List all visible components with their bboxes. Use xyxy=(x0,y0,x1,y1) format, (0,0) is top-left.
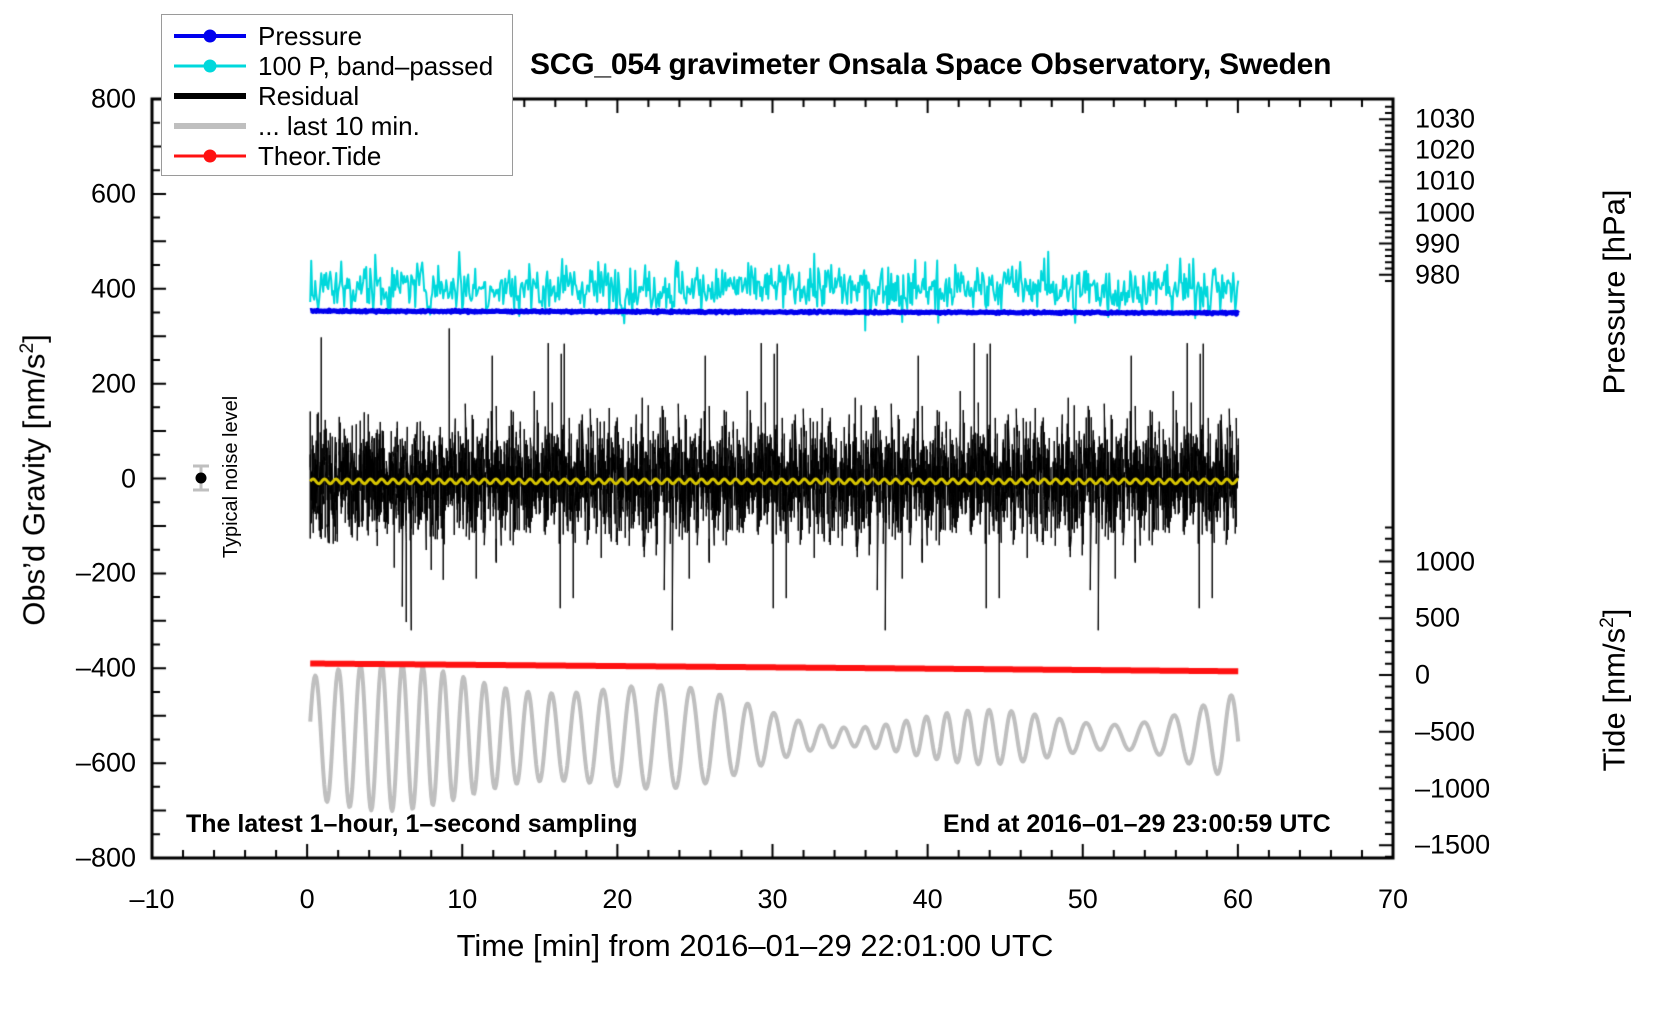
annotation-sampling-note: The latest 1–hour, 1–second sampling xyxy=(186,810,638,838)
ytick-gravity-600: 600 xyxy=(90,178,136,209)
ytick-gravity--400: –400 xyxy=(75,652,136,683)
legend-label: ... last 10 min. xyxy=(258,110,420,141)
xtick-70: 70 xyxy=(1377,884,1409,914)
xtick-20: 20 xyxy=(602,884,633,914)
legend-swatch-icon xyxy=(174,26,246,46)
ytick-tide--1500: –1500 xyxy=(1415,829,1491,860)
ytick-gravity--600: –600 xyxy=(75,747,136,778)
ytick-gravity-200: 200 xyxy=(90,368,136,399)
y-axis-label-gravity: Obs’d Gravity [nm/s2] xyxy=(16,334,52,626)
xtick-40: 40 xyxy=(912,884,943,914)
annotation-typical-noise-level: Typical noise level xyxy=(220,395,242,559)
xtick-50: 50 xyxy=(1067,884,1098,914)
ytick-gravity-400: 400 xyxy=(90,273,136,304)
legend-swatch-icon xyxy=(174,86,246,106)
legend-label: Theor.Tide xyxy=(258,140,382,171)
ytick-tide--1000: –1000 xyxy=(1415,773,1491,804)
legend: Pressure 100 P, band–passed Residual... la… xyxy=(161,14,513,176)
xtick-60: 60 xyxy=(1222,884,1253,914)
typical-noise-level-marker xyxy=(193,464,209,492)
ytick-gravity--200: –200 xyxy=(75,557,136,588)
legend-swatch-icon xyxy=(174,146,246,166)
legend-label: 100 P, band–passed xyxy=(258,50,494,81)
xtick-10: 10 xyxy=(447,884,478,914)
legend-label: Pressure xyxy=(258,20,363,51)
xtick-30: 30 xyxy=(757,884,788,914)
y-axis-label-pressure: Pressure [hPa] xyxy=(1596,189,1632,395)
ytick-tide-500: 500 xyxy=(1415,602,1461,633)
legend-item-4[interactable]: Theor.Tide xyxy=(162,141,512,171)
annotation-end-time: End at 2016–01–29 23:00:59 UTC xyxy=(943,810,1331,838)
y-axis-label-tide-text: Tide [nm/s2] xyxy=(1596,608,1632,772)
ytick-gravity-800: 800 xyxy=(90,83,136,114)
y-axis-label-tide: Tide [nm/s2] xyxy=(1596,608,1632,772)
y-axis-label-gravity-text: Obs’d Gravity [nm/s2] xyxy=(16,334,52,626)
xtick-0: 0 xyxy=(299,884,315,914)
x-axis-label: Time [min] from 2016–01–29 22:01:00 UTC xyxy=(456,928,1054,963)
ytick-pressure-1030: 1030 xyxy=(1415,103,1476,134)
legend-item-0[interactable]: Pressure xyxy=(162,21,512,51)
xtick--10: –10 xyxy=(129,884,175,914)
ytick-pressure-1000: 1000 xyxy=(1415,197,1476,228)
ytick-tide-1000: 1000 xyxy=(1415,546,1476,577)
legend-label: Residual xyxy=(258,80,360,111)
ytick-tide-0: 0 xyxy=(1415,659,1431,690)
legend-item-2[interactable]: Residual xyxy=(162,81,512,111)
legend-swatch-icon xyxy=(174,116,246,136)
ytick-pressure-1010: 1010 xyxy=(1415,165,1476,196)
legend-swatch-icon xyxy=(174,56,246,76)
ytick-pressure-990: 990 xyxy=(1415,228,1461,259)
ytick-pressure-1020: 1020 xyxy=(1415,134,1476,165)
ytick-gravity--800: –800 xyxy=(75,842,136,873)
ytick-pressure-980: 980 xyxy=(1415,259,1461,290)
legend-item-1[interactable]: 100 P, band–passed xyxy=(162,51,512,81)
ytick-gravity-0: 0 xyxy=(120,463,136,493)
page-title: SCG_054 gravimeter Onsala Space Observat… xyxy=(530,48,1332,81)
ytick-tide--500: –500 xyxy=(1415,716,1476,747)
legend-item-3[interactable]: ... last 10 min. xyxy=(162,111,512,141)
